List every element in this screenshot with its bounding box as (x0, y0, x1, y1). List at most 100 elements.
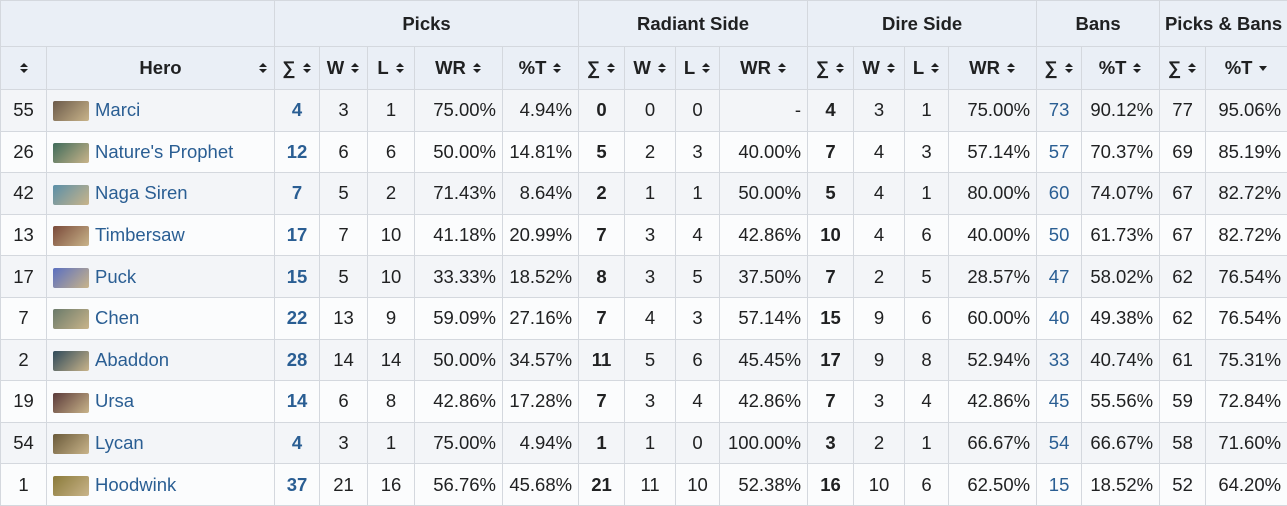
hero-link[interactable]: Lycan (95, 432, 144, 453)
column-label: WR (969, 57, 1000, 79)
column-header[interactable]: W (625, 47, 676, 90)
stat-cell: 0 (676, 422, 720, 464)
hero-icon (53, 434, 89, 454)
stat-cell: 37 (275, 464, 320, 506)
column-header[interactable]: L (676, 47, 720, 90)
stat-cell: 67 (1160, 173, 1206, 215)
stat-cell: 62 (1160, 297, 1206, 339)
column-header[interactable]: %T (503, 47, 579, 90)
stat-cell: 100.00% (720, 422, 808, 464)
column-label: ∑ (587, 57, 600, 79)
stat-cell: 5 (905, 256, 949, 298)
stat-cell: 21 (320, 464, 368, 506)
stat-cell: 21 (579, 464, 625, 506)
group-header: Picks & Bans (1160, 1, 1287, 47)
column-header[interactable]: WR (949, 47, 1037, 90)
picks-link[interactable]: 14 (287, 390, 308, 411)
picks-link[interactable]: 7 (292, 182, 302, 203)
column-header[interactable]: ∑ (1160, 47, 1206, 90)
hero-link[interactable]: Ursa (95, 390, 134, 411)
column-header[interactable]: ∑ (808, 47, 854, 90)
bans-link[interactable]: 33 (1049, 349, 1070, 370)
stat-cell: 61 (1160, 339, 1206, 381)
picks-link[interactable]: 15 (287, 266, 308, 287)
stat-cell: 3 (676, 131, 720, 173)
column-label: WR (435, 57, 466, 79)
column-label: W (862, 57, 879, 79)
picks-link[interactable]: 37 (287, 474, 308, 495)
stat-cell: 73 (1037, 90, 1082, 132)
bans-link[interactable]: 54 (1049, 432, 1070, 453)
stat-cell: 75.00% (949, 90, 1037, 132)
stat-cell: 17 (1, 256, 47, 298)
hero-link[interactable]: Naga Siren (95, 182, 188, 203)
bans-link[interactable]: 57 (1049, 141, 1070, 162)
stat-cell: 85.19% (1206, 131, 1287, 173)
column-header[interactable]: ∑ (579, 47, 625, 90)
picks-link[interactable]: 17 (287, 224, 308, 245)
hero-link[interactable]: Chen (95, 307, 139, 328)
picks-link[interactable]: 4 (292, 432, 302, 453)
stat-cell: 57.14% (720, 297, 808, 339)
bans-link[interactable]: 50 (1049, 224, 1070, 245)
stat-cell: 2 (854, 256, 905, 298)
picks-link[interactable]: 28 (287, 349, 308, 370)
hero-link[interactable]: Nature's Prophet (95, 141, 233, 162)
sort-icon (1258, 62, 1268, 74)
column-label: ∑ (1044, 57, 1057, 79)
stat-cell: 1 (905, 90, 949, 132)
bans-link[interactable]: 15 (1049, 474, 1070, 495)
picks-link[interactable]: 12 (287, 141, 308, 162)
column-header[interactable]: ∑ (1037, 47, 1082, 90)
stat-cell: 50.00% (720, 173, 808, 215)
column-header[interactable]: WR (720, 47, 808, 90)
header-content: W (854, 57, 904, 79)
column-header[interactable]: W (854, 47, 905, 90)
header-content: W (320, 57, 367, 79)
hero-link[interactable]: Timbersaw (95, 224, 185, 245)
column-header[interactable]: W (320, 47, 368, 90)
column-label: L (377, 57, 388, 79)
stat-cell: 1 (905, 173, 949, 215)
stat-cell: 9 (368, 297, 415, 339)
column-header[interactable] (1, 47, 47, 90)
stat-cell: 27.16% (503, 297, 579, 339)
hero-link[interactable]: Hoodwink (95, 474, 176, 495)
column-header[interactable]: L (368, 47, 415, 90)
stat-cell: 55.56% (1082, 381, 1160, 423)
stat-cell: 12 (275, 131, 320, 173)
hero-icon (53, 268, 89, 288)
column-header[interactable]: ∑ (275, 47, 320, 90)
column-header[interactable]: %T (1082, 47, 1160, 90)
stat-cell: 58 (1160, 422, 1206, 464)
group-header: Dire Side (808, 1, 1037, 47)
bans-link[interactable]: 40 (1049, 307, 1070, 328)
sort-icon (701, 62, 711, 74)
stat-cell: 66.67% (949, 422, 1037, 464)
hero-link[interactable]: Abaddon (95, 349, 169, 370)
bans-link[interactable]: 45 (1049, 390, 1070, 411)
column-header[interactable]: Hero (47, 47, 275, 90)
bans-link[interactable]: 47 (1049, 266, 1070, 287)
stat-cell: 11 (625, 464, 676, 506)
header-content: %T (1206, 57, 1287, 79)
stat-cell: 7 (320, 214, 368, 256)
stat-cell: 7 (808, 131, 854, 173)
bans-link[interactable]: 60 (1049, 182, 1070, 203)
column-header[interactable]: %T (1206, 47, 1287, 90)
stat-cell: 4.94% (503, 90, 579, 132)
hero-link[interactable]: Puck (95, 266, 136, 287)
stat-cell: 0 (625, 90, 676, 132)
hero-link[interactable]: Marci (95, 99, 140, 120)
column-header[interactable]: WR (415, 47, 503, 90)
stat-cell: 14 (320, 339, 368, 381)
hero-icon (53, 226, 89, 246)
header-content: WR (415, 57, 502, 79)
picks-link[interactable]: 4 (292, 99, 302, 120)
column-header[interactable]: L (905, 47, 949, 90)
bans-link[interactable]: 73 (1049, 99, 1070, 120)
stat-cell: 6 (676, 339, 720, 381)
picks-link[interactable]: 22 (287, 307, 308, 328)
stat-cell: 59 (1160, 381, 1206, 423)
